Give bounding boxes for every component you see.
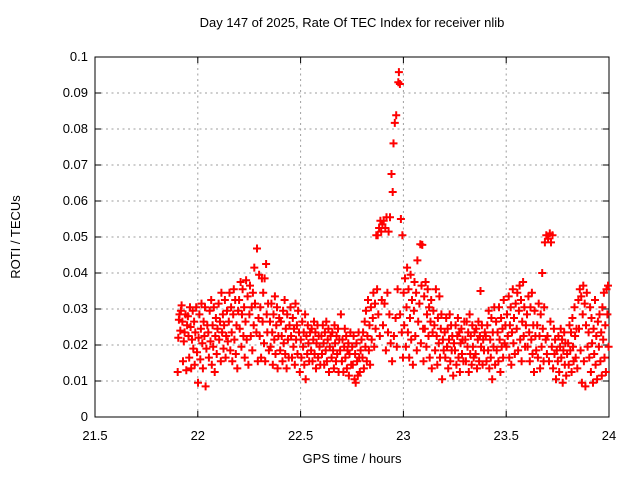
x-tick-label: 22: [191, 428, 205, 443]
scatter-points: [173, 68, 613, 391]
x-tick-label: 23: [396, 428, 410, 443]
x-tick-label: 21.5: [82, 428, 107, 443]
x-tick-label: 24: [602, 428, 616, 443]
y-tick-label: 0.05: [63, 229, 88, 244]
y-tick-label: 0.07: [63, 157, 88, 172]
y-tick-label: 0: [81, 409, 88, 424]
y-tick-label: 0.09: [63, 85, 88, 100]
chart-title: Day 147 of 2025, Rate Of TEC Index for r…: [199, 15, 505, 30]
x-tick-label: 23.5: [494, 428, 519, 443]
y-tick-label: 0.04: [63, 265, 88, 280]
y-tick-label: 0.08: [63, 121, 88, 136]
y-tick-label: 0.02: [63, 337, 88, 352]
y-tick-label: 0.06: [63, 193, 88, 208]
x-axis-label: GPS time / hours: [302, 451, 402, 466]
y-tick-label: 0.01: [63, 373, 88, 388]
y-tick-label: 0.03: [63, 301, 88, 316]
x-tick-label: 22.5: [288, 428, 313, 443]
y-tick-label: 0.1: [70, 49, 88, 64]
